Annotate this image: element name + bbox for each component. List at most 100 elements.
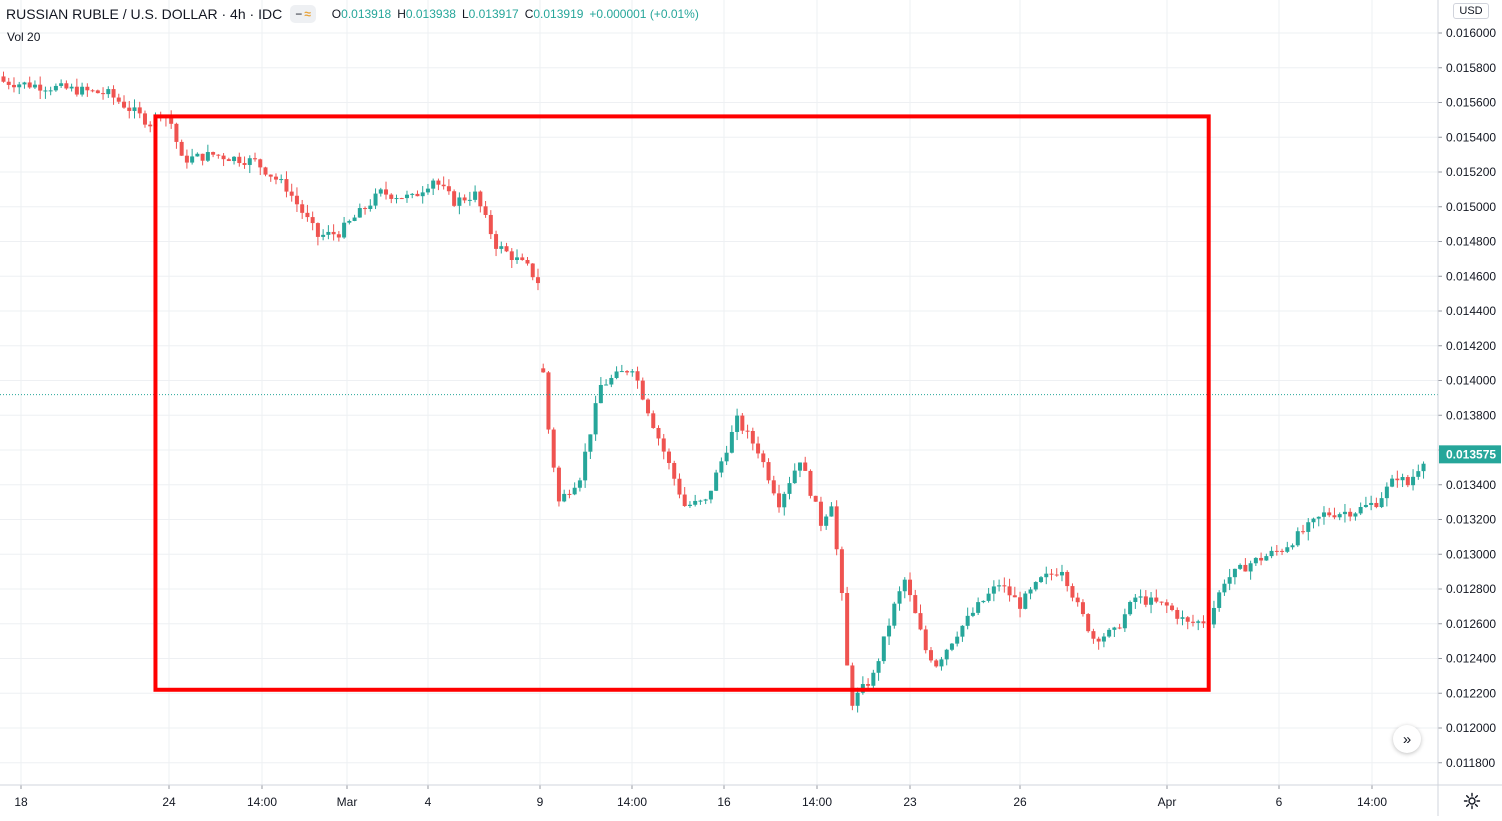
candle-body [1222, 583, 1227, 593]
candle-body [53, 85, 58, 91]
candle-body [300, 204, 305, 213]
y-tick-label: 0.015200 [1446, 165, 1496, 179]
candle-body [488, 214, 493, 235]
candle-body [111, 89, 116, 98]
candle-body [1080, 602, 1085, 615]
candle-body [729, 431, 734, 453]
candle-body [1321, 512, 1326, 517]
candle-body [1107, 629, 1112, 637]
candle-body [1039, 577, 1044, 583]
candle-body [724, 452, 729, 462]
candle-body [829, 506, 834, 517]
candle-body [745, 430, 750, 432]
candle-body [1170, 605, 1175, 610]
candle-body [1065, 571, 1070, 587]
candle-body [17, 84, 22, 88]
candle-body [59, 83, 64, 86]
candle-body [452, 191, 457, 206]
candle-body [1201, 621, 1206, 624]
candle-body [1086, 614, 1091, 632]
candle-body [415, 193, 420, 197]
candle-body [90, 90, 95, 92]
candle-body [839, 549, 844, 594]
overlays [0, 114, 1438, 692]
candle-body [1395, 478, 1400, 481]
scroll-to-realtime-button[interactable]: » [1393, 725, 1421, 753]
candle-body [1012, 595, 1017, 598]
x-tick-label: 26 [1013, 795, 1027, 809]
y-tick-label: 0.011800 [1446, 756, 1495, 770]
candle-body [425, 188, 430, 193]
high-key: H [397, 7, 406, 21]
x-tick-label: 9 [537, 795, 544, 809]
candle-body [750, 430, 755, 444]
candle-body [887, 625, 892, 637]
candle-body [69, 86, 74, 89]
currency-label[interactable]: USD [1453, 3, 1489, 19]
x-tick-label: 18 [14, 795, 28, 809]
candle-body [253, 158, 258, 160]
candle-body [289, 191, 294, 196]
candle-body [1091, 631, 1096, 639]
candle-body [834, 506, 839, 550]
candle-body [1054, 574, 1059, 576]
candle-body [247, 158, 252, 165]
candle-body [399, 198, 404, 200]
y-tick-label: 0.015600 [1446, 96, 1496, 110]
candle-body [1143, 596, 1148, 605]
candle-body [1384, 486, 1389, 499]
candle-body [1002, 585, 1007, 587]
candle-body [462, 197, 467, 201]
y-tick-label: 0.014800 [1446, 235, 1496, 249]
candle-body [1342, 511, 1347, 515]
candle-body [955, 636, 960, 644]
candle-body [357, 208, 362, 218]
candle-body [1018, 597, 1023, 609]
candle-body [106, 89, 111, 95]
candle-body [95, 90, 100, 94]
candle-body [981, 600, 986, 603]
x-tick-label: 14:00 [247, 795, 277, 809]
candle-body [562, 493, 567, 502]
candle-body [577, 480, 582, 488]
candle-body [242, 163, 247, 165]
candle-body [1264, 556, 1269, 561]
candle-body [342, 222, 347, 238]
candle-body [672, 462, 677, 479]
candle-body [866, 684, 871, 686]
candle-body [1217, 592, 1222, 608]
candle-body [777, 493, 782, 508]
candle-body [457, 197, 462, 206]
candle-body [321, 234, 326, 237]
gear-icon[interactable] [1463, 792, 1481, 810]
candle-body [169, 117, 174, 124]
candle-body [509, 251, 514, 261]
low-value: L0.013917 [461, 7, 519, 21]
candle-body [1259, 557, 1264, 561]
indicator-toggle-pill[interactable]: − ≈ [290, 5, 316, 23]
candle-body [520, 257, 525, 261]
candle-body [1280, 550, 1285, 552]
candle-body [761, 453, 766, 463]
candle-body [1369, 502, 1374, 505]
candle-body [1033, 582, 1038, 590]
close-key: C [524, 7, 534, 21]
y-tick-label: 0.014600 [1446, 269, 1496, 283]
candle-body [389, 194, 394, 199]
candle-body [661, 438, 666, 452]
minus-icon: − [295, 7, 303, 21]
candle-body [467, 199, 472, 201]
candle-body [363, 208, 368, 210]
candle-body [876, 661, 881, 673]
candle-body [441, 184, 446, 187]
open-key: O [331, 7, 342, 21]
candle-body [1185, 617, 1190, 622]
volume-indicator-label[interactable]: Vol 20 [7, 30, 41, 44]
candle-body [1101, 636, 1106, 642]
candle-body [1390, 478, 1395, 487]
y-tick-label: 0.013400 [1446, 478, 1496, 492]
candle-body [1149, 597, 1154, 605]
symbol-title[interactable]: RUSSIAN RUBLE / U.S. DOLLAR · 4h · IDC [6, 6, 283, 22]
